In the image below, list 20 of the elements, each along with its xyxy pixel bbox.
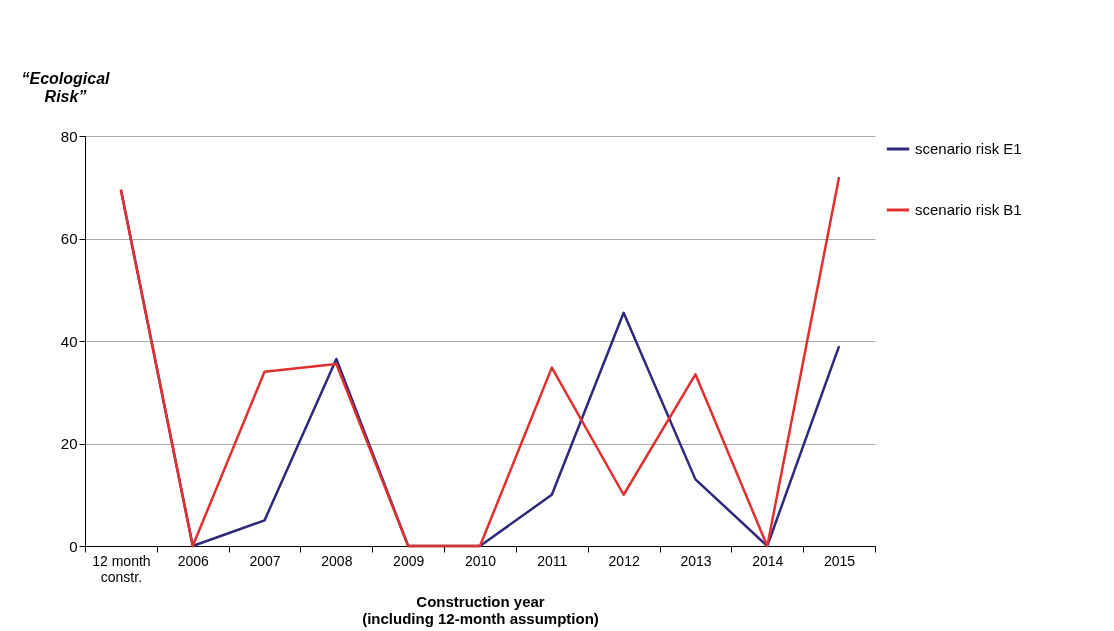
legend-label: scenario risk B1 [915, 201, 1022, 218]
x-tick-label: 2015 [824, 552, 856, 569]
y-tick-label: 20 [60, 435, 78, 452]
x-axis-title: Construction year (including 12-month assumption) [362, 592, 599, 627]
y-tick-label: 60 [60, 230, 78, 247]
x-tick-label: 2014 [752, 552, 784, 569]
x-tick-label: 2012 [608, 552, 640, 569]
y-tick-label: 80 [60, 127, 78, 145]
x-tick-label: 2011 [537, 552, 568, 569]
x-tick-label: 2006 [177, 552, 210, 569]
legend-label: scenario risk E1 [915, 140, 1022, 157]
x-tick-label: 2009 [393, 552, 425, 569]
x-tick-label: 12 month constr. [92, 552, 151, 585]
y-tick-label: 0 [69, 537, 78, 555]
x-tick-label: 2007 [249, 552, 281, 569]
y-tick-label: 40 [60, 332, 78, 350]
x-tick-label: 2008 [321, 552, 353, 569]
x-tick-label: 2010 [464, 552, 497, 569]
x-tick-label: 2013 [680, 552, 712, 569]
y-axis-title: “Ecological Risk” [21, 69, 111, 105]
